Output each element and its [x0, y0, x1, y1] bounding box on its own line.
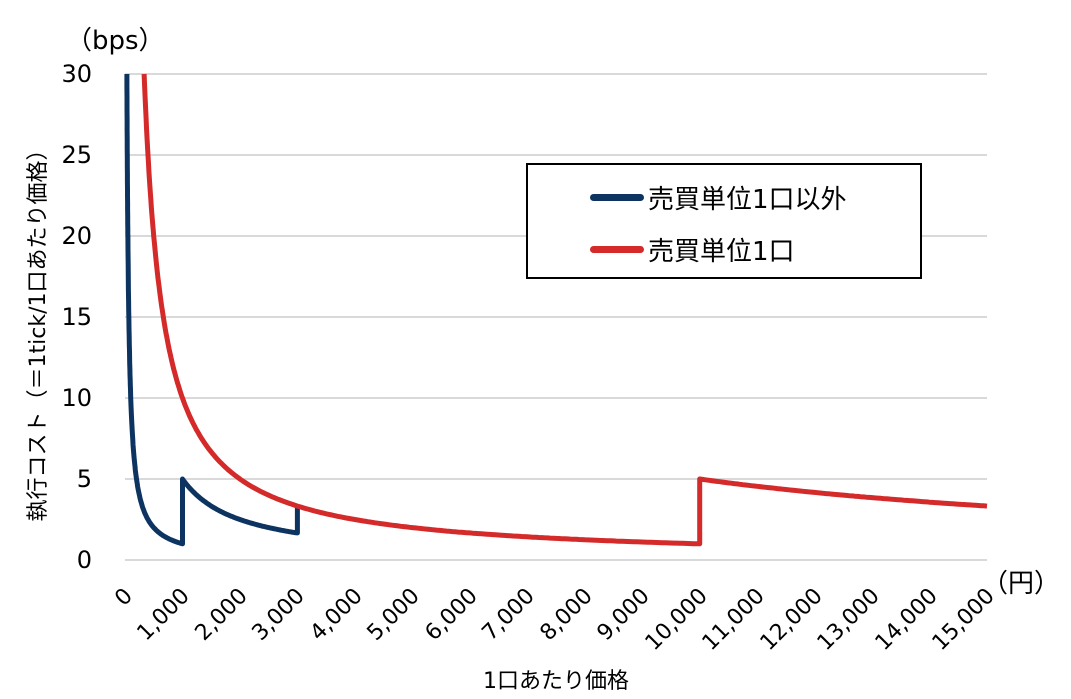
legend-item-non-single-unit: 売買単位1口以外: [590, 179, 847, 216]
y-tick-label: 10: [61, 384, 92, 412]
legend-swatch-navy: [590, 194, 644, 201]
x-axis-unit: （円）: [982, 569, 1061, 599]
y-tick-label: 5: [76, 465, 92, 493]
series-line: [124, 74, 300, 547]
legend-item-single-unit: 売買単位1口: [590, 231, 795, 268]
y-tick-label: 20: [61, 222, 92, 250]
series-lines: [124, 73, 988, 547]
legend-swatch-red: [590, 246, 644, 253]
legend-label: 売買単位1口: [648, 237, 795, 267]
legend-label: 売買単位1口以外: [648, 185, 847, 215]
y-axis-unit: （bps）: [66, 26, 165, 56]
y-tick-label: 30: [61, 60, 92, 88]
series-line: [141, 73, 988, 547]
y-tick-label: 25: [61, 141, 92, 169]
y-tick-label: 0: [76, 546, 92, 574]
x-axis-title: 1口あたり価格: [483, 669, 629, 694]
legend: 売買単位1口以外 売買単位1口: [526, 163, 922, 279]
y-tick-label: 15: [61, 303, 92, 331]
